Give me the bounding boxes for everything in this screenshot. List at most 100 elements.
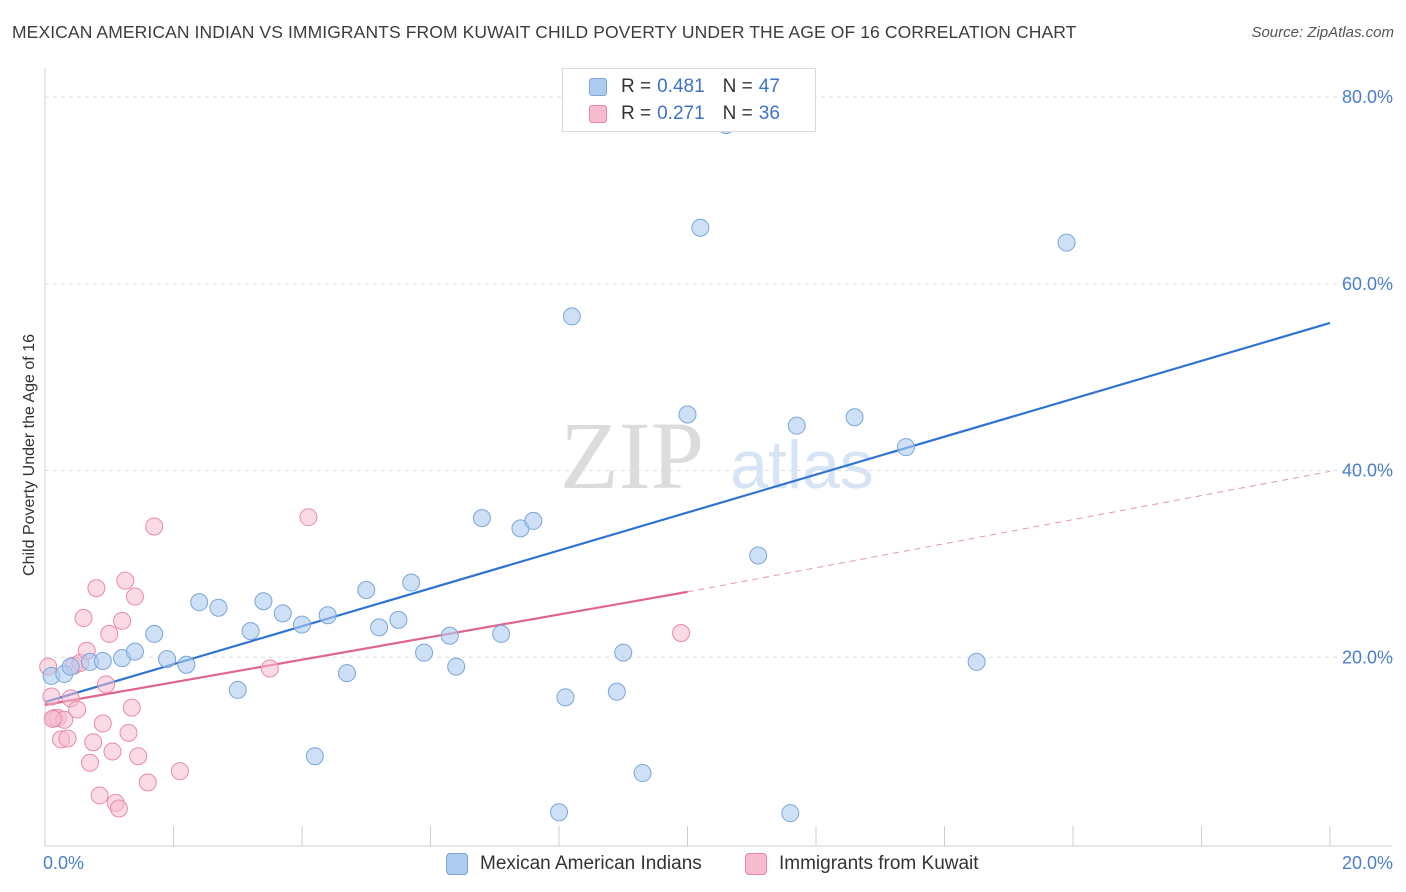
data-point-mexican-american-indian bbox=[607, 682, 626, 701]
legend-n-label: N = bbox=[722, 76, 753, 97]
data-point-mexican-american-indian bbox=[209, 598, 228, 617]
data-point-kuwait bbox=[299, 508, 318, 527]
data-point-kuwait bbox=[74, 609, 93, 628]
series-immigrants-from-kuwait bbox=[39, 508, 691, 818]
data-point-mexican-american-indian bbox=[781, 804, 800, 823]
legend-n-value: 36 bbox=[758, 103, 780, 124]
data-point-kuwait bbox=[138, 773, 157, 792]
legend-n-label: N = bbox=[722, 103, 753, 124]
data-point-kuwait bbox=[68, 700, 87, 719]
x-tick-labels: 0.0% 20.0% bbox=[43, 853, 1393, 873]
y-tick-label: 60.0% bbox=[1342, 274, 1393, 294]
data-point-mexican-american-indian bbox=[190, 593, 209, 612]
data-point-kuwait bbox=[87, 579, 106, 598]
data-point-kuwait bbox=[42, 687, 61, 706]
data-point-mexican-american-indian bbox=[633, 764, 652, 783]
data-point-kuwait bbox=[90, 786, 109, 805]
data-point-mexican-american-indian bbox=[125, 642, 144, 661]
legend-row-series1: R = 0.481 N = 47 bbox=[589, 74, 780, 100]
grid-lines bbox=[45, 96, 1392, 658]
data-point-mexican-american-indian bbox=[318, 606, 337, 625]
bottom-legend-series2: Immigrants from Kuwait bbox=[745, 851, 979, 877]
source-label: Source: ZipAtlas.com bbox=[1251, 24, 1394, 41]
data-point-kuwait bbox=[672, 623, 691, 642]
data-point-mexican-american-indian bbox=[845, 408, 864, 427]
data-point-mexican-american-indian bbox=[1057, 233, 1076, 252]
legend-box: R = 0.481 N = 47 R = 0.271 N = 36 bbox=[562, 68, 816, 132]
data-point-kuwait bbox=[58, 729, 77, 748]
data-point-mexican-american-indian bbox=[550, 803, 568, 822]
data-point-mexican-american-indian bbox=[691, 218, 710, 237]
data-point-mexican-american-indian bbox=[158, 650, 177, 669]
data-point-kuwait bbox=[84, 733, 103, 752]
trend-line-immigrants-from-kuwait bbox=[44, 590, 688, 706]
data-point-mexican-american-indian bbox=[562, 307, 581, 326]
bottom-legend-swatch-pink bbox=[745, 853, 767, 875]
data-point-kuwait bbox=[125, 587, 144, 606]
bottom-legend-label: Immigrants from Kuwait bbox=[779, 853, 979, 874]
data-point-mexican-american-indian bbox=[228, 680, 247, 699]
data-point-kuwait bbox=[260, 659, 279, 678]
data-point-mexican-american-indian bbox=[273, 604, 292, 623]
legend-r-value: 0.271 bbox=[657, 103, 705, 124]
y-tick-label: 80.0% bbox=[1342, 87, 1393, 107]
legend-r-value: 0.481 bbox=[657, 76, 705, 97]
data-point-mexican-american-indian bbox=[61, 657, 80, 676]
legend-swatch-blue bbox=[589, 78, 607, 96]
data-point-mexican-american-indian bbox=[614, 643, 633, 662]
y-tick-labels: 20.0% 40.0% 60.0% 80.0% bbox=[1342, 87, 1393, 667]
trend-lines bbox=[44, 321, 1331, 706]
data-point-kuwait bbox=[103, 742, 122, 761]
watermark-zip: ZIP bbox=[560, 402, 704, 509]
data-point-mexican-american-indian bbox=[787, 416, 806, 435]
chart-title: MEXICAN AMERICAN INDIAN VS IMMIGRANTS FR… bbox=[12, 22, 1077, 42]
legend-row-series2: R = 0.271 N = 36 bbox=[589, 101, 780, 127]
legend-r-label: R = bbox=[621, 76, 652, 97]
data-point-kuwait bbox=[119, 723, 138, 742]
data-point-kuwait bbox=[129, 747, 148, 766]
data-point-mexican-american-indian bbox=[177, 655, 196, 674]
legend-swatch-pink bbox=[589, 105, 607, 123]
data-point-kuwait bbox=[122, 698, 141, 717]
trend-line-mexican-american-indians bbox=[44, 321, 1331, 704]
watermark: ZIP atlas bbox=[560, 402, 874, 509]
trend-line-extension bbox=[687, 470, 1331, 593]
legend-n-value: 47 bbox=[758, 76, 780, 97]
x-tick-label: 0.0% bbox=[43, 853, 84, 873]
data-point-kuwait bbox=[93, 714, 112, 733]
y-axis-label: Child Poverty Under the Age of 16 bbox=[21, 334, 38, 576]
data-point-mexican-american-indian bbox=[254, 592, 273, 611]
series-mexican-american-indians bbox=[42, 116, 1076, 823]
data-point-mexican-american-indian bbox=[305, 747, 324, 766]
bottom-legend-label: Mexican American Indians bbox=[480, 853, 702, 874]
data-point-mexican-american-indian bbox=[678, 405, 697, 424]
data-point-mexican-american-indian bbox=[896, 438, 915, 457]
data-point-mexican-american-indian bbox=[389, 610, 408, 629]
y-tick-label: 40.0% bbox=[1342, 461, 1393, 481]
data-point-kuwait bbox=[109, 799, 128, 818]
data-point-mexican-american-indian bbox=[370, 618, 389, 637]
data-point-mexican-american-indian bbox=[337, 664, 356, 683]
bottom-legend-series1: Mexican American Indians bbox=[446, 851, 702, 877]
data-point-mexican-american-indian bbox=[415, 643, 434, 662]
data-point-mexican-american-indian bbox=[241, 622, 260, 641]
data-point-mexican-american-indian bbox=[524, 511, 543, 530]
data-point-mexican-american-indian bbox=[472, 509, 491, 528]
x-tick-label: 20.0% bbox=[1342, 853, 1393, 873]
data-point-mexican-american-indian bbox=[357, 581, 376, 600]
data-point-kuwait bbox=[80, 753, 99, 772]
data-point-mexican-american-indian bbox=[447, 657, 466, 676]
axes bbox=[44, 68, 1392, 847]
data-point-mexican-american-indian bbox=[492, 624, 511, 643]
data-point-mexican-american-indian bbox=[440, 626, 459, 645]
data-point-mexican-american-indian bbox=[749, 546, 768, 565]
data-point-mexican-american-indian bbox=[293, 615, 311, 634]
data-point-kuwait bbox=[113, 611, 132, 630]
data-point-kuwait bbox=[100, 624, 119, 643]
data-point-mexican-american-indian bbox=[402, 573, 421, 592]
data-point-mexican-american-indian bbox=[145, 624, 164, 643]
data-point-kuwait bbox=[97, 675, 116, 694]
data-point-kuwait bbox=[116, 571, 135, 590]
data-point-mexican-american-indian bbox=[93, 651, 112, 670]
